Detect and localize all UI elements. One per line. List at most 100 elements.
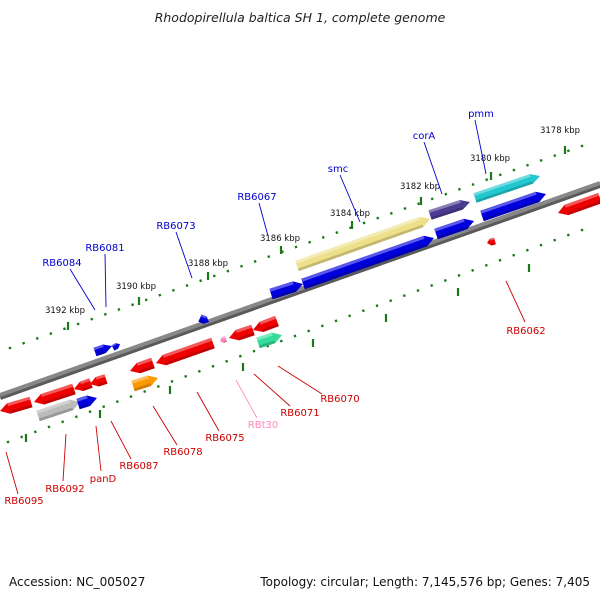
- gene-RB6071: [229, 324, 255, 341]
- gene-RB6071-shade: [238, 332, 255, 341]
- scale-dot: [307, 329, 311, 333]
- gene-RB6070-shade: [262, 323, 279, 332]
- scale-dot: [197, 369, 201, 373]
- gene-RB6084-shine: [93, 344, 104, 351]
- gene-RBt30-body: [220, 336, 227, 343]
- gene-green-shine: [256, 332, 273, 341]
- gene-RB6062-shine: [489, 237, 495, 241]
- scale-dot: [417, 202, 421, 206]
- scale-dot: [512, 253, 516, 257]
- scale-dot: [416, 289, 420, 293]
- label-leader: [423, 141, 443, 195]
- gene-RB6071-shine: [235, 324, 253, 333]
- scale-dot: [171, 288, 175, 292]
- gene-panD-shine: [40, 383, 74, 397]
- gene-RB6095-shine: [7, 396, 31, 407]
- label-leader: [104, 253, 107, 308]
- scale-dot: [566, 149, 570, 153]
- gene-blue-small-shine: [76, 395, 88, 402]
- gene-RB6073-shade: [198, 319, 205, 324]
- scale-dot: [170, 379, 174, 383]
- gene-RB6067: [269, 281, 303, 300]
- label-leader: [474, 119, 487, 175]
- scale-dot: [88, 410, 92, 414]
- gene-green-shade: [258, 340, 276, 349]
- gene-blue-small: [76, 395, 97, 410]
- scale-tick-label: 3190 kbp: [116, 282, 156, 292]
- gene-label-RBt30: RBt30: [248, 420, 278, 431]
- scale-dot: [90, 317, 94, 321]
- backbone: [0, 181, 600, 397]
- gene-RB6062-shade: [491, 242, 496, 246]
- label-leader: [505, 280, 526, 323]
- scale-dot: [498, 173, 502, 177]
- scale-dot: [553, 238, 557, 242]
- map-title: Rhodopirellula baltica SH 1, complete ge…: [154, 10, 446, 25]
- scale-dot: [389, 211, 393, 215]
- gene-RB6087-a-shine: [95, 374, 106, 380]
- gene-forward-body: [480, 191, 547, 222]
- scale-dot: [156, 384, 160, 389]
- gene-RB6075-shade: [165, 345, 215, 366]
- gene-pmm-shade: [475, 181, 534, 203]
- gene-far-right-shine: [564, 192, 600, 208]
- scale-dot: [335, 231, 339, 235]
- gene-pmm-body: [473, 174, 541, 203]
- gene-label-RB6087: RB6087: [119, 461, 158, 472]
- scale-dot: [117, 307, 121, 312]
- gene-RB6084-body: [93, 344, 112, 357]
- scale-dot: [143, 389, 147, 394]
- gene-far-right: [558, 192, 600, 216]
- gene-label-corA: corA: [413, 131, 436, 142]
- scale-dot: [102, 405, 106, 409]
- gene-RBt30: [220, 336, 227, 343]
- scale-dot: [211, 364, 215, 368]
- scale-dot: [279, 339, 283, 343]
- scale-dot: [131, 303, 135, 307]
- scale-dot: [6, 440, 10, 444]
- topology-text: Topology: circular; Length: 7,145,576 bp…: [260, 575, 590, 589]
- gene-RB6073-body: [198, 314, 210, 324]
- gene-smc-shade: [297, 224, 424, 272]
- gene-forward-shade: [482, 199, 540, 222]
- gene-green-body: [256, 332, 283, 349]
- label-leader: [235, 379, 258, 419]
- gene-label-RB6075: RB6075: [205, 433, 244, 444]
- scale-dot: [308, 240, 312, 244]
- gene-label-pmm: pmm: [468, 109, 494, 120]
- gene-corA-shade: [430, 207, 463, 220]
- gene-RB6067-b-body: [434, 218, 474, 240]
- gene-label-panD: panD: [90, 474, 117, 485]
- gene-RB6078-shine: [136, 357, 153, 366]
- scale-dot: [293, 334, 297, 338]
- scale-tick-label: 3186 kbp: [260, 234, 300, 244]
- gene-panD-body: [34, 383, 76, 405]
- gene-label-RB6081: RB6081: [85, 243, 124, 254]
- scale-dot: [471, 182, 475, 187]
- gene-label-RB6062: RB6062: [506, 326, 545, 337]
- scale-dot: [129, 395, 133, 399]
- scale-dot: [320, 324, 324, 328]
- gene-RB6081-shade: [113, 347, 119, 351]
- scale-dot: [403, 206, 407, 211]
- scale-dot: [444, 192, 448, 196]
- scale-dot: [580, 144, 584, 148]
- scale-dot: [238, 354, 242, 358]
- scale-dot: [115, 400, 119, 404]
- scale-dot: [553, 154, 557, 158]
- gene-smc-shine: [295, 216, 421, 264]
- gene-RB6084-shade: [95, 350, 106, 357]
- scale-dot: [402, 294, 406, 298]
- gene-RB6067-shade: [271, 289, 297, 300]
- gene-orange-shine: [131, 375, 149, 384]
- scale-tick-label: 3178 kbp: [540, 126, 580, 136]
- scale-dot: [61, 420, 65, 424]
- scale-tick-label: 3188 kbp: [188, 259, 228, 269]
- label-leader: [62, 433, 67, 482]
- gene-RB6087-a-body: [90, 374, 108, 387]
- scale-dot: [74, 415, 78, 419]
- gene-smc: [295, 216, 431, 272]
- scale-dot: [457, 273, 461, 277]
- gene-RB6067-a-shine: [301, 235, 425, 282]
- gene-RB6078: [130, 357, 155, 374]
